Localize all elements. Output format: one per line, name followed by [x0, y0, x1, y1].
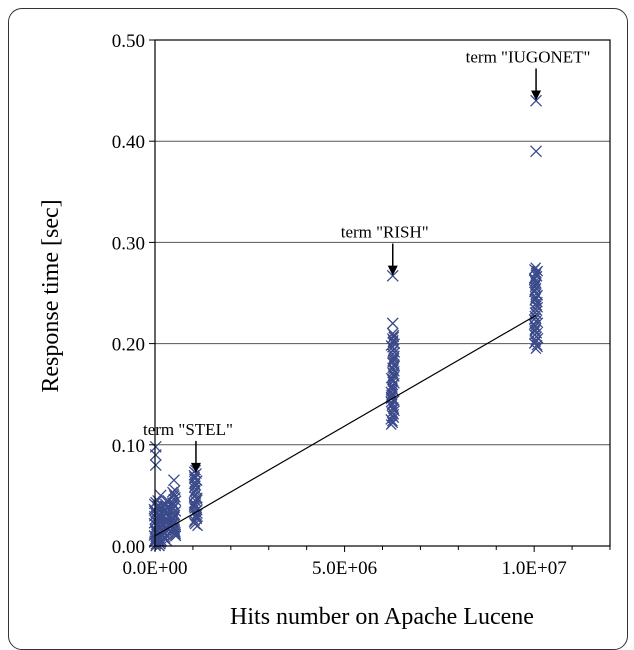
data-point-x	[387, 328, 399, 339]
annotation-arrow-head	[190, 462, 201, 473]
data-point-x	[530, 262, 542, 274]
annotation-arrow-head	[531, 90, 542, 101]
y-tick-label: 0.50	[112, 31, 145, 52]
data-point-x	[149, 459, 162, 471]
annotations: term "STEL" term "RISH" term "IUGONET"	[143, 48, 590, 473]
data-point-x	[388, 331, 400, 343]
data-point-x	[386, 269, 399, 282]
y-axis-label: Response time [sec]	[38, 199, 64, 392]
data-point-x	[191, 492, 203, 504]
data-point-x	[188, 499, 200, 511]
data-points	[148, 94, 544, 552]
data-point-x	[167, 474, 180, 487]
trend-line	[154, 314, 537, 537]
grid-lines	[155, 140, 610, 446]
y-tick-label: 0.30	[112, 233, 145, 254]
annotation-label: term "RISH"	[341, 223, 429, 242]
x-tick-label: 1.0E+07	[502, 558, 567, 579]
y-tick-label: 0.40	[112, 132, 145, 153]
annotation-arrow-head	[387, 265, 398, 276]
data-point-x	[530, 94, 543, 107]
data-point-x	[528, 319, 540, 331]
y-tick-label: 0.20	[112, 335, 145, 356]
data-point-x	[166, 486, 178, 498]
x-tick-label: 0.0E+00	[122, 558, 187, 579]
data-point-x	[167, 507, 179, 519]
data-point-x	[169, 525, 181, 537]
axis-ticks: 0.00 0.10 0.20 0.30 0.40 0.50 0.0E+00 5.0E+06 1.…	[112, 31, 611, 579]
data-point-x	[166, 497, 178, 509]
data-point-x	[159, 528, 171, 540]
data-point-x	[386, 317, 399, 330]
plot-area	[154, 39, 611, 547]
annotation-label: term "IUGONET"	[466, 48, 591, 67]
data-point-x	[385, 413, 397, 425]
data-point-x	[387, 384, 399, 396]
annotation-label: term "STEL"	[143, 420, 233, 439]
data-point-x	[149, 448, 162, 461]
y-tick-label: 0.10	[112, 436, 145, 457]
data-point-x	[169, 484, 181, 496]
x-tick-label: 5.0E+06	[312, 558, 377, 579]
x-axis-label: Hits number on Apache Lucene	[230, 604, 534, 630]
data-point-x	[532, 265, 544, 277]
scatter-chart: 0.00 0.10 0.20 0.30 0.40 0.50 0.0E+00 5.0E+06 1.…	[38, 31, 611, 630]
y-tick-label: 0.00	[112, 537, 145, 558]
figure-frame	[8, 8, 628, 650]
data-point-x	[385, 391, 397, 403]
data-point-x	[529, 294, 541, 306]
data-point-x	[530, 145, 543, 158]
